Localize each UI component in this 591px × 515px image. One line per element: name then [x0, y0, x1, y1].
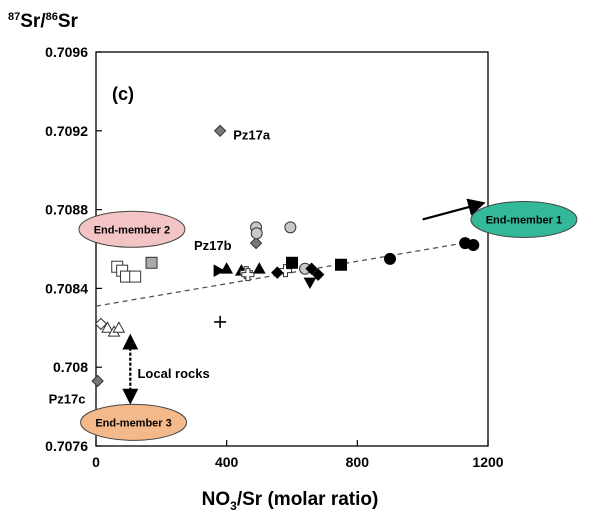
annotation-label: Local rocks: [137, 366, 209, 381]
x-tick-label: 1200: [472, 454, 503, 470]
y-axis-title-sup2: 86: [46, 11, 58, 23]
end-member-ellipse: [470, 200, 578, 238]
data-point: [384, 252, 396, 265]
data-point: [467, 239, 480, 252]
annotation-label: Pz17c: [49, 392, 86, 407]
x-axis-title-sub: 3: [230, 499, 237, 513]
y-tick-label: 0.7092: [45, 123, 88, 139]
data-point: [286, 256, 298, 269]
x-axis-title: NO3/Sr (molar ratio): [202, 489, 379, 513]
y-axis-title-sup1: 87: [8, 11, 20, 23]
x-tick-label: 800: [346, 454, 370, 470]
y-tick-label: 0.7096: [45, 44, 88, 60]
y-tick-label: 0.7088: [45, 202, 88, 218]
end-member-1-arrow: [422, 198, 486, 221]
data-point: [91, 374, 104, 388]
data-point: [112, 321, 126, 333]
y-axis-title: 87Sr/86Sr: [8, 11, 79, 32]
plot-frame: [95, 51, 489, 447]
data-point: [145, 256, 158, 269]
data-point: [303, 277, 317, 290]
data-point: [284, 221, 297, 234]
data-point: [220, 262, 234, 274]
data-point: [241, 268, 255, 282]
data-point: [250, 227, 263, 240]
end-member-label: End-member 2: [94, 224, 170, 236]
x-axis-title-part-a: NO: [202, 489, 231, 510]
x-tick-label: 0: [92, 454, 100, 470]
x-axis-title-part-b: /Sr (molar ratio): [237, 489, 378, 510]
data-point: [335, 258, 347, 271]
end-member-label: End-member 1: [486, 214, 562, 226]
annotation-label: Pz17b: [194, 238, 232, 253]
panel-label: (c): [112, 84, 134, 104]
end-member-label: End-member 3: [95, 417, 171, 429]
annotation-label: Pz17a: [233, 128, 271, 143]
data-point: [249, 236, 263, 250]
data-point: [305, 262, 318, 275]
data-point: [213, 264, 226, 278]
y-tick-label: 0.7084: [45, 280, 88, 296]
data-point: [129, 270, 142, 283]
annotation-layer: Pz17a Pz17b Pz17c Local rocks: [49, 128, 486, 407]
y-tick-label: 0.708: [53, 359, 88, 375]
data-point: [213, 124, 227, 138]
data-point: [271, 266, 284, 279]
data-point: [214, 315, 227, 328]
data-point: [311, 268, 325, 281]
y-tick-label: 0.7076: [45, 438, 88, 454]
data-point: [252, 262, 266, 274]
y-axis-title-part-b: Sr: [58, 11, 79, 32]
y-axis-title-part-a: Sr/: [20, 11, 46, 32]
data-point: [101, 321, 114, 333]
data-point: [94, 317, 108, 331]
ticks-layer: 0.7076 0.708 0.7084 0.7088 0.7092 0.7096 0 400 8…: [45, 44, 504, 470]
x-tick-label: 400: [215, 454, 239, 470]
end-member-ellipse: [78, 210, 186, 248]
points-layer: [91, 124, 480, 388]
end-member-layer: End-member 1 End-member 2 End-member 3: [78, 200, 578, 441]
